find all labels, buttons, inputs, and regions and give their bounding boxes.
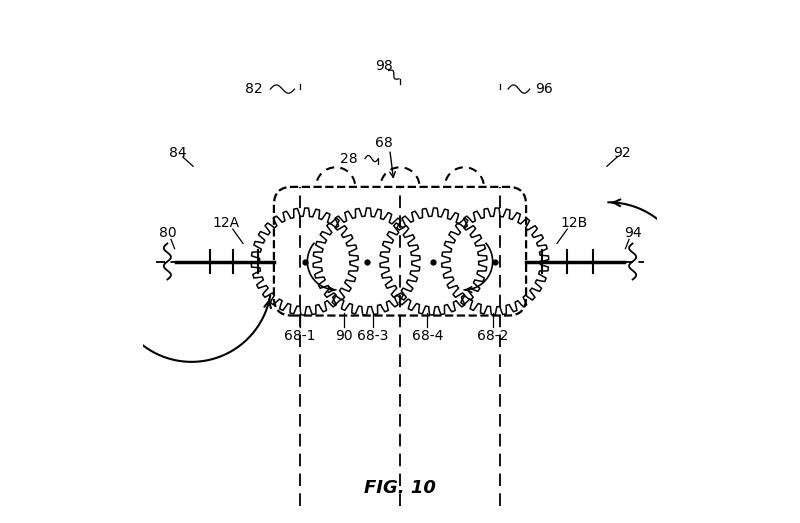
Text: 92: 92 (614, 146, 631, 161)
Text: 12B: 12B (560, 216, 587, 230)
Text: 94: 94 (624, 226, 642, 240)
Text: 28: 28 (340, 152, 358, 166)
Text: 12A: 12A (213, 216, 240, 230)
Text: 90: 90 (336, 329, 354, 343)
Text: 82: 82 (245, 82, 262, 96)
Text: 68-2: 68-2 (477, 329, 508, 343)
Text: 68-1: 68-1 (284, 329, 315, 343)
Text: 80: 80 (158, 226, 176, 240)
Text: 68-3: 68-3 (357, 329, 389, 343)
Text: 84: 84 (169, 146, 186, 161)
Text: 68-4: 68-4 (411, 329, 443, 343)
Text: 96: 96 (535, 82, 553, 96)
Text: FIG. 10: FIG. 10 (364, 479, 436, 497)
Text: 98: 98 (374, 59, 393, 73)
Text: 68: 68 (374, 136, 393, 150)
